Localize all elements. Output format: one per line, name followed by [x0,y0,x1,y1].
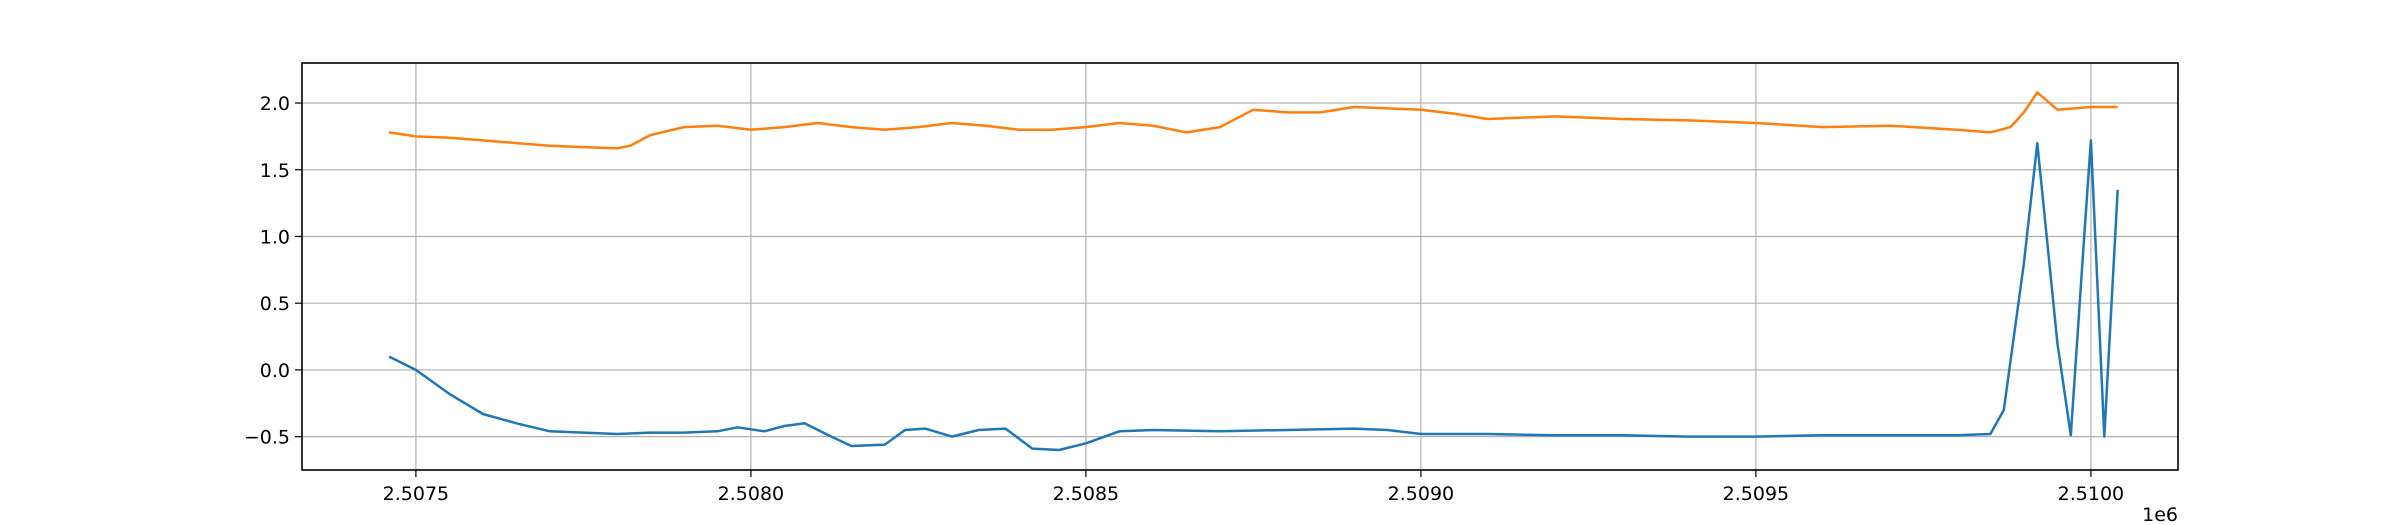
y-tick-label-4: 0.0 [260,360,290,382]
x-tick-label-1: 2.5080 [718,483,784,505]
y-tick-label-1: 1.5 [260,160,290,182]
grid-lines [302,63,2178,470]
y-tick-label-5: −0.5 [244,427,290,449]
x-tick-label-2: 2.5085 [1053,483,1119,505]
axes [295,62,2179,477]
series-line-0 [388,139,2119,452]
series-lines [388,91,2119,452]
y-tick-label-3: 0.5 [260,293,290,315]
tick-labels: 2.5075 2.5080 2.5085 2.5090 2.5095 2.5100 2.0 1… [244,93,2124,505]
x-tick-label-0: 2.5075 [383,483,449,505]
x-axis-offset-label: 1e6 [2142,504,2178,525]
y-tick-label-0: 2.0 [260,93,290,115]
y-tick-label-2: 1.0 [260,226,290,248]
x-tick-label-3: 2.5090 [1388,483,1454,505]
series-line-1 [388,91,2118,150]
x-tick-label-5: 2.5100 [2058,483,2124,505]
plot-frame [301,62,2179,471]
x-tick-label-4: 2.5095 [1723,483,1789,505]
